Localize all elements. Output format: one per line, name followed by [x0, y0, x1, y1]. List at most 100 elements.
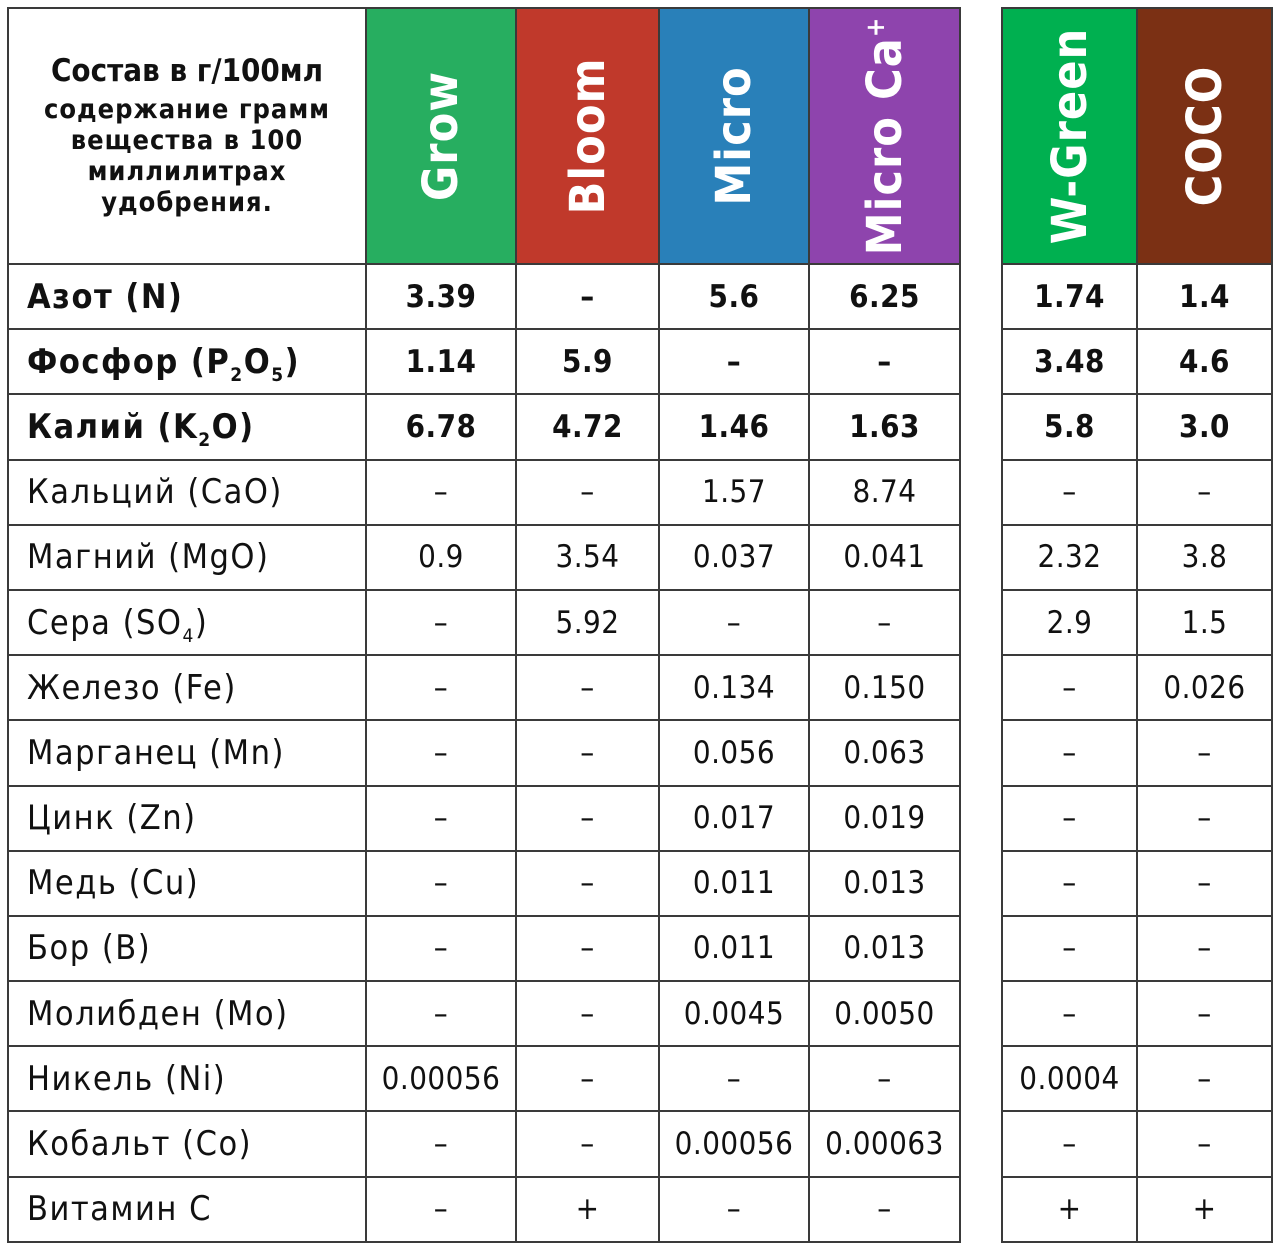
- value-cell: 3.54: [515, 523, 660, 591]
- table-row: – –: [1001, 458, 1273, 526]
- table-row: Кальций (CaO) – –1.57 8.74: [7, 458, 961, 526]
- table-row: Железо (Fe) – –0.134 0.150: [7, 654, 961, 722]
- nutrient-name-part: Железо (Fe): [27, 667, 237, 708]
- value-cell: –: [808, 1045, 961, 1113]
- nutrient-name-part: Фосфор (P: [27, 341, 231, 382]
- table-row: Магний (MgO) 0.9 3.54 0.037 0.041: [7, 523, 961, 591]
- value-cell: –: [1001, 849, 1138, 917]
- nutrient-label: Никель (Ni): [7, 1045, 367, 1113]
- title-cell: Состав в г/100мл содержание грамм вещест…: [7, 7, 367, 265]
- value-cell: 0.0045: [658, 980, 810, 1048]
- table-row: – –: [1001, 980, 1273, 1048]
- nutrient-name-part: O): [211, 406, 255, 447]
- value-cell: 0.019: [808, 784, 961, 852]
- nutrient-name-part: Кобальт (Co): [27, 1124, 253, 1165]
- nutrient-label: Цинк (Zn): [7, 784, 367, 852]
- value-cell: –: [515, 980, 660, 1048]
- value-cell: –: [1001, 784, 1138, 852]
- nutrient-name-part: Азот (N): [27, 276, 184, 317]
- value-cell: –: [658, 1175, 810, 1243]
- product-name: Bloom: [559, 57, 616, 215]
- product-header-micro: Micro: [658, 7, 810, 265]
- nutrient-label: Фосфор (P2O5): [7, 328, 367, 396]
- composition-table-side: W-Green COCO 1.74 1.4 3.48 4.6 5.8 3.0– –2.32 3…: [1001, 7, 1273, 1243]
- product-header-coco: COCO: [1136, 7, 1273, 265]
- superscript-plus: +: [860, 16, 891, 38]
- value-cell: 0.134: [658, 654, 810, 722]
- value-cell: –: [515, 849, 660, 917]
- value-cell: 1.14: [365, 328, 517, 396]
- value-cell: 1.4: [1136, 262, 1273, 331]
- table-row: – –: [1001, 719, 1273, 787]
- nutrient-name-part: Бор (B): [27, 928, 152, 969]
- table-row: 1.74 1.4: [1001, 262, 1273, 331]
- subscript: 4: [182, 624, 195, 647]
- table-row: Калий (K2O) 6.78 4.72 1.46 1.63: [7, 393, 961, 461]
- value-cell: 0.150: [808, 654, 961, 722]
- value-cell: 5.6: [658, 262, 810, 331]
- value-cell: 3.0: [1136, 393, 1273, 461]
- value-cell: –: [1001, 1110, 1138, 1178]
- nutrient-name-part: Медь (Cu): [27, 863, 200, 904]
- nutrient-label: Калий (K2O): [7, 393, 367, 461]
- value-cell: 0.00056: [365, 1045, 517, 1113]
- table-row: 3.48 4.6: [1001, 328, 1273, 396]
- nutrient-name-part: Калий (K: [27, 406, 199, 447]
- value-cell: 3.8: [1136, 523, 1273, 591]
- nutrient-label: Бор (B): [7, 914, 367, 983]
- value-cell: +: [515, 1175, 660, 1243]
- product-header-micro-ca: Micro Ca+: [808, 7, 961, 265]
- value-cell: +: [1001, 1175, 1138, 1243]
- product-name: W-Green: [1041, 27, 1098, 245]
- nutrient-name-part: Сера (SO: [27, 602, 183, 643]
- product-header-grow: Grow: [365, 7, 517, 265]
- nutrient-name-part: Кальций (CaO): [27, 472, 283, 513]
- table-row: Молибден (Mo) – –0.0045 0.0050: [7, 980, 961, 1048]
- table-row: Сера (SO4) –5.92– –: [7, 588, 961, 657]
- value-cell: –: [365, 849, 517, 917]
- nutrient-name-part: Цинк (Zn): [27, 798, 197, 839]
- value-cell: –: [1001, 914, 1138, 983]
- nutrient-name-part: ): [284, 341, 301, 382]
- subscript: 2: [230, 363, 244, 386]
- value-cell: –: [515, 654, 660, 722]
- nutrient-name-part: O: [243, 341, 272, 382]
- nutrient-label: Магний (MgO): [7, 523, 367, 591]
- nutrient-name-part: ): [194, 602, 209, 643]
- value-cell: –: [808, 328, 961, 396]
- header-row: W-Green COCO: [1001, 7, 1273, 265]
- nutrient-label: Железо (Fe): [7, 654, 367, 722]
- table-row: Никель (Ni) 0.00056– – –: [7, 1045, 961, 1113]
- table-row: 0.0004–: [1001, 1045, 1273, 1113]
- value-cell: –: [658, 588, 810, 657]
- value-cell: 6.78: [365, 393, 517, 461]
- header-row: Состав в г/100мл содержание грамм вещест…: [7, 7, 961, 265]
- value-cell: –: [515, 1110, 660, 1178]
- nutrient-label: Азот (N): [7, 262, 367, 331]
- table-row: Кобальт (Co) – –0.00056 0.00063: [7, 1110, 961, 1178]
- value-cell: –: [515, 784, 660, 852]
- value-cell: –: [365, 1110, 517, 1178]
- table-row: Марганец (Mn) – –0.056 0.063: [7, 719, 961, 787]
- product-name: COCO: [1176, 65, 1233, 207]
- value-cell: –: [1136, 980, 1273, 1048]
- table-row: – –: [1001, 784, 1273, 852]
- value-cell: 0.00056: [658, 1110, 810, 1178]
- value-cell: 0.9: [365, 523, 517, 591]
- table-row: Витамин C – + – –: [7, 1175, 961, 1243]
- nutrient-label: Кобальт (Co): [7, 1110, 367, 1178]
- table-row: Медь (Cu) – –0.011 0.013: [7, 849, 961, 917]
- value-cell: 0.063: [808, 719, 961, 787]
- value-cell: 3.39: [365, 262, 517, 331]
- value-cell: –: [365, 458, 517, 526]
- value-cell: 0.011: [658, 849, 810, 917]
- table-row: Бор (B) – –0.011 0.013: [7, 914, 961, 983]
- value-cell: –: [1136, 1110, 1273, 1178]
- value-cell: 1.46: [658, 393, 810, 461]
- value-cell: 0.017: [658, 784, 810, 852]
- table-row: Азот (N) 3.39–5.6 6.25: [7, 262, 961, 331]
- value-cell: +: [1136, 1175, 1273, 1243]
- value-cell: 0.041: [808, 523, 961, 591]
- value-cell: –: [1001, 654, 1138, 722]
- table-subtitle: содержание грамм вещества в 100 миллилит…: [43, 93, 331, 218]
